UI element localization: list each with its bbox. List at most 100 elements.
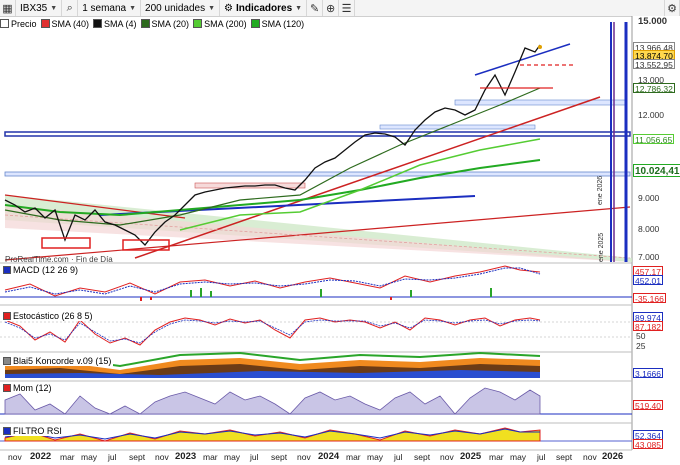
x-axis-label: jul [108,452,117,462]
x-axis-label: jul [394,452,403,462]
price-axis-label: 15.000 [638,16,668,27]
sma20-line [4,87,541,226]
x-axis-label: nov [583,452,597,462]
koncorde-tag: 3.1666 [633,368,663,379]
panel-title: Blai5 Koncorde v.09 (15) [13,356,112,366]
legend-item-sma4[interactable]: SMA (4) [93,19,137,29]
x-axis-label: nov [8,452,22,462]
timeframe-label: 1 semana [82,2,127,14]
chevron-down-icon: ▼ [208,4,216,12]
x-axis-label: 2026 [602,451,624,462]
sma120-line [4,159,541,217]
momentum-tag: 519,40 [633,400,663,411]
legend-item-sma40[interactable]: SMA (40) [40,18,90,29]
vertical-date-note: ene 2025 [598,232,605,262]
indicators-icon: ⚙ [224,2,234,14]
x-axis-label: sept [556,452,573,462]
x-axis-label: may [367,452,384,462]
panel-label-stochastic[interactable]: Estocástico (26 8 5) [3,311,95,321]
legend-label: SMA (120) [261,18,305,29]
panel-swatch [3,427,11,435]
chevron-down-icon: ▼ [295,4,303,12]
legend-item-sma20[interactable]: SMA (20) [140,19,189,29]
options-icon[interactable]: ☰ [339,0,356,16]
marker-box[interactable] [41,237,91,249]
price-tag: 13.552,95 [633,59,675,70]
x-axis-label: nov [155,452,169,462]
trendline-red[interactable] [4,194,186,219]
stochastic-axis-label: 50 [636,331,646,341]
panel-swatch [3,357,11,365]
price-axis-label: 7.000 [638,252,660,262]
x-axis-label: sept [129,452,146,462]
x-axis-label: jul [537,452,546,462]
legend-swatch [250,19,260,28]
trendline-red[interactable] [4,206,631,261]
sma120-tag: 10.024,41 [633,164,680,177]
x-axis-label: may [81,452,98,462]
x-axis-label: mar [60,452,75,462]
panel-title: MACD (12 26 9) [13,265,79,275]
panel-title: Estocástico (26 8 5) [13,311,93,321]
chart-menu-icon[interactable]: ▦ [0,0,16,16]
legend-swatch [40,19,50,28]
watermark: ProRealTime.com · Fin de Día [5,255,113,264]
draw-tool-icon[interactable]: ✎ [307,0,324,16]
panel-label-koncorde[interactable]: Blai5 Koncorde v.09 (15) [3,356,114,366]
x-axis-label: mar [489,452,504,462]
x-axis-label: 2023 [175,451,197,462]
zoom-icon[interactable]: ⊕ [323,0,340,16]
symbol-selector[interactable]: IBX35 ▼ [16,0,63,16]
x-axis-label: mar [346,452,361,462]
panel-title: FILTRO RSI [13,426,62,436]
x-axis-label: nov [297,452,311,462]
x-axis-label: 2022 [30,451,52,462]
price-axis-label: 9.000 [638,193,660,203]
legend-item-sma120[interactable]: SMA (120) [250,18,305,29]
panel-swatch [3,384,11,392]
legend-swatch [193,19,203,28]
timeframe-selector[interactable]: 1 semana ▼ [78,0,142,16]
legend-label: SMA (200) [204,18,247,29]
legend-swatch [0,19,9,28]
x-axis-label: 2024 [318,451,340,462]
chart-toolbar: ▦ IBX35 ▼ ⌕ 1 semana ▼ 200 unidades ▼ ⚙ Indi… [0,0,680,17]
x-axis-label: sept [271,452,288,462]
x-axis-label: 2025 [460,451,482,462]
x-axis-label: sept [414,452,431,462]
legend-label: SMA (40) [51,18,90,29]
x-axis-label: mar [203,452,218,462]
marker-box[interactable] [122,239,170,251]
panel-label-macd[interactable]: MACD (12 26 9) [3,265,81,275]
panel-label-momentum[interactable]: Mom (12) [3,383,54,393]
legend-item-sma200[interactable]: SMA (200) [193,19,247,29]
price-line [4,44,541,246]
vertical-date-note: ene 2026 [597,175,604,205]
search-icon[interactable]: ⌕ [62,0,79,16]
chevron-down-icon: ▼ [129,4,137,12]
price-axis-label: 12.000 [638,110,664,120]
legend-label: Precio [11,18,37,29]
sma20-tag: 12.786,32 [633,83,675,94]
trendline-red[interactable] [134,96,601,259]
legend-label: SMA (4) [104,18,137,29]
rsi-filter-tag: 43,085 [633,439,663,450]
current-price-dot [538,45,542,49]
support-band [379,124,536,130]
panel-title: Mom (12) [13,383,52,393]
indicators-button[interactable]: ⚙ Indicadores ▼ [220,0,308,16]
macd-tag: -35.166 [633,293,666,304]
macd-tag: 452.01 [633,275,663,286]
x-axis-label: may [510,452,527,462]
indicators-label: Indicadores [236,2,293,14]
trendline-blue[interactable] [474,43,571,76]
panel-swatch [3,266,11,274]
units-selector[interactable]: 200 unidades ▼ [141,0,221,16]
panel-label-rsi-filter[interactable]: FILTRO RSI [3,426,64,436]
trendline-dashed [4,214,631,259]
legend-swatch [140,19,150,28]
legend-item-price[interactable]: Precio [0,19,37,29]
x-axis-label: may [224,452,241,462]
price-axis-label: 8.000 [638,224,660,234]
